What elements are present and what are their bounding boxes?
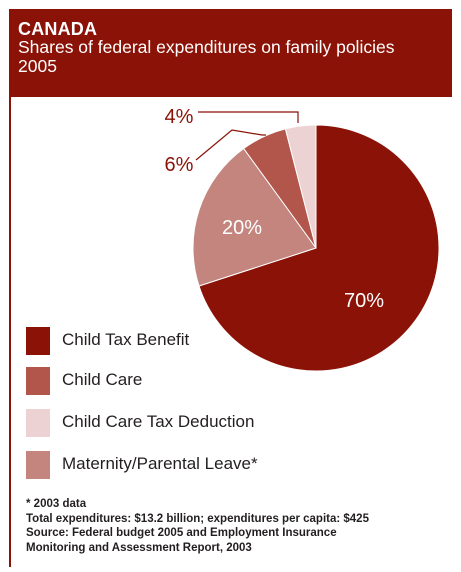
pie-slice-child-tax-benefit — [198, 124, 440, 372]
leader-line-6pct — [195, 129, 266, 161]
legend-swatch — [26, 409, 50, 437]
legend-item-child-care: Child Care — [26, 367, 446, 395]
footnotes: * 2003 data Total expenditures: $13.2 bi… — [26, 497, 446, 555]
chart-subtitle: Shares of federal expenditures on family… — [18, 38, 448, 76]
data-label-child-care: 6% — [165, 154, 194, 176]
data-label-maternity-parental-leave: 20% — [222, 217, 262, 239]
subtitle-line-1: Shares of federal expenditures on family… — [18, 37, 395, 57]
footnote-source-1: Source: Federal budget 2005 and Employme… — [26, 527, 337, 540]
legend-item-child-tax-benefit: Child Tax Benefit — [26, 327, 446, 355]
legend-swatch — [26, 327, 50, 355]
pie-slice-maternity-parental-leave — [192, 147, 317, 287]
subtitle-line-2: 2005 — [18, 56, 57, 76]
footnote-source-2: Monitoring and Assessment Report, 2003 — [26, 541, 252, 554]
leader-line-4pct — [198, 111, 299, 123]
data-label-child-care-tax-deduction: 4% — [165, 106, 194, 128]
header-banner: CANADA Shares of federal expenditures on… — [9, 9, 452, 97]
footnote-data-year: * 2003 data — [26, 498, 87, 510]
legend-item-maternity-parental-leave: Maternity/Parental Leave* — [26, 451, 446, 479]
legend-swatch — [26, 451, 50, 479]
legend-label: Child Care — [62, 370, 143, 389]
legend-swatch — [26, 367, 50, 395]
legend-label: Child Care Tax Deduction — [62, 412, 255, 431]
legend-item-child-care-tax-deduction: Child Care Tax Deduction — [26, 409, 446, 437]
pie-slice-child-care-tax-deduction — [284, 124, 317, 249]
data-label-child-tax-benefit: 70% — [344, 290, 384, 312]
left-border-rule — [9, 97, 11, 567]
chart-title: CANADA — [18, 19, 98, 39]
legend-label: Maternity/Parental Leave* — [62, 454, 258, 473]
footnote-totals: Total expenditures: $13.2 billion; expen… — [26, 512, 369, 525]
legend-label: Child Tax Benefit — [62, 330, 190, 349]
